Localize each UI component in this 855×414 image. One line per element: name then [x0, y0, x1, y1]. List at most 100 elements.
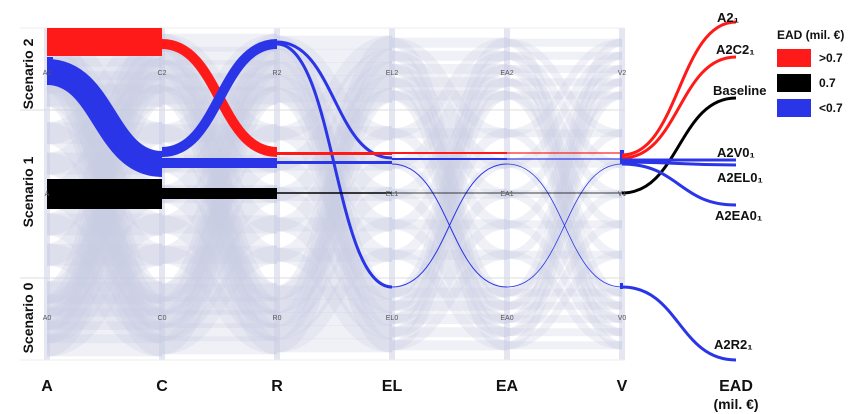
- flow-red-el1-ea1: [392, 152, 507, 154]
- level-label-ea0: EA0: [500, 315, 513, 322]
- background-flow: [45, 243, 164, 357]
- background-flow: [506, 220, 623, 337]
- background-flow: [506, 91, 623, 259]
- axis-label-v: V: [616, 378, 628, 395]
- background-flow: [391, 189, 508, 324]
- level-label-el2: EL2: [386, 70, 399, 77]
- level-labels: A2 A A0 C2 C0 R2 R0 EL2 EL1 EL0 EA2 EA1 EA0 V2 V1 V0: [43, 70, 627, 322]
- background-flow: [506, 78, 623, 337]
- background-flow: [276, 62, 393, 201]
- background-flow: [506, 65, 623, 198]
- flow-blue-c1-r1: [162, 158, 277, 168]
- flow-blue-a2-start: [47, 57, 53, 85]
- outcome-label-a2v0: A2V0₁: [717, 145, 755, 160]
- background-flow: [160, 154, 279, 315]
- background-flow: [276, 88, 393, 262]
- background-flow: [160, 185, 279, 328]
- background-flow: [275, 48, 394, 313]
- outcome-label-a2ea0: A2EA0₁: [715, 208, 763, 223]
- flow-blue-ea0-v1: [506, 163, 623, 288]
- flow-red-ea1-v1: [507, 152, 622, 154]
- background-flow: [506, 159, 623, 310]
- background-flow: [391, 37, 508, 298]
- background-flow: [506, 38, 623, 297]
- background-flow: [391, 64, 508, 199]
- background-flow: [276, 217, 393, 340]
- level-label-el0: EL0: [386, 315, 399, 322]
- axis-label-ead: EAD: [719, 378, 753, 395]
- background-flow: [506, 129, 623, 297]
- background-flow: [391, 90, 508, 351]
- background-flow: [276, 156, 393, 313]
- flow-out-a2: [621, 20, 737, 157]
- background-flow: [160, 185, 279, 328]
- background-flow: [160, 86, 279, 264]
- axis-label-a: A: [41, 378, 53, 395]
- background-flow: [506, 65, 623, 323]
- flow-out-a2c2: [621, 55, 737, 160]
- legend-label-high: >0.7: [819, 51, 843, 65]
- level-label-ea1: EA1: [500, 191, 513, 198]
- flow-black-c1-r1: [162, 188, 277, 199]
- background-flow: [391, 90, 508, 351]
- level-label-c2: C2: [158, 70, 167, 77]
- background-flow: [391, 249, 508, 351]
- background-flow: [276, 48, 393, 171]
- background-flow: [506, 78, 623, 337]
- legend-swatch-baseline: [777, 74, 811, 92]
- background-flow: [276, 62, 393, 201]
- background-flow: [276, 247, 393, 353]
- background-flow: [506, 91, 623, 350]
- level-label-v1: V1: [618, 191, 627, 198]
- background-flow: [160, 73, 279, 234]
- flow-blue-r2-el0: [276, 42, 393, 289]
- background-flow: [161, 245, 278, 355]
- axis-label-el: EL: [381, 378, 403, 395]
- background-flow: [45, 71, 164, 236]
- background-flow: [160, 86, 279, 264]
- background-flow: [391, 77, 508, 338]
- background-flow: [391, 64, 508, 199]
- background-flow: [45, 152, 164, 317]
- background-flow: [45, 84, 164, 266]
- background-flow: [506, 159, 623, 310]
- background-flow: [275, 75, 394, 340]
- scenario-0-label: Scenario 0: [20, 282, 36, 354]
- background-flow: [160, 46, 279, 315]
- background-flow: [276, 88, 393, 262]
- background-flow: [160, 154, 279, 315]
- background-flow: [391, 64, 508, 324]
- flow-blue-a2-c1: [45, 59, 164, 177]
- background-flow: [160, 124, 279, 302]
- background-flow: [391, 77, 508, 338]
- axis-unit-ead: (mil. €): [713, 396, 759, 412]
- background-flow: [160, 73, 279, 342]
- background-flow: [391, 219, 508, 338]
- background-flow: [506, 190, 623, 323]
- level-label-a0: A0: [43, 315, 52, 322]
- legend-swatch-low: [777, 99, 811, 117]
- background-flow: [506, 91, 623, 350]
- outcome-label-a2c2: A2C2₁: [716, 42, 755, 57]
- background-flow: [45, 243, 164, 357]
- flow-out-a2r2: [621, 285, 737, 362]
- legend: EAD (mil. €) >0.7 0.7 <0.7: [777, 28, 855, 117]
- flow-red-r1-el1: [277, 152, 392, 155]
- background-flow: [506, 91, 623, 259]
- level-label-el1: EL1: [386, 191, 399, 198]
- axis-bar: [504, 28, 510, 360]
- background-flow: [506, 65, 623, 198]
- background-flow: [275, 48, 394, 313]
- legend-label-baseline: 0.7: [819, 76, 836, 90]
- background-flow: [506, 250, 623, 350]
- background-flow: [276, 126, 393, 300]
- legend-title: EAD (mil. €): [777, 28, 845, 42]
- background-flow: [160, 86, 279, 355]
- background-flow: [391, 249, 508, 351]
- background-flow: [276, 35, 393, 141]
- level-label-r0: R0: [273, 315, 282, 322]
- background-flow: [161, 215, 278, 342]
- outcome-label-baseline: Baseline: [713, 83, 767, 98]
- level-label-v0: V0: [618, 315, 627, 322]
